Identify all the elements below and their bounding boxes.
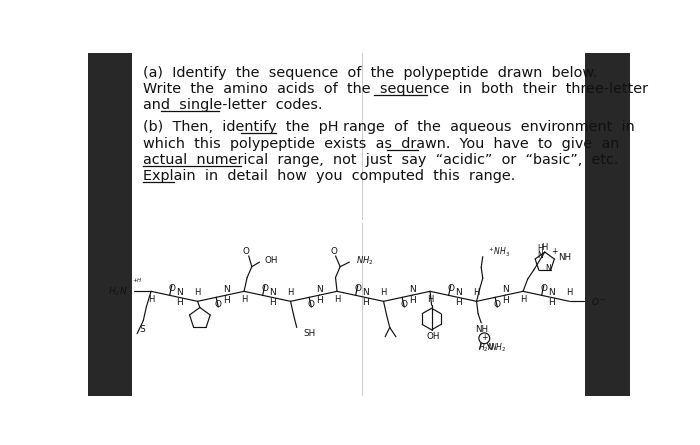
Text: H: H	[456, 299, 462, 307]
Text: H: H	[380, 288, 386, 297]
Text: H: H	[176, 299, 183, 307]
Text: O: O	[215, 299, 222, 308]
Text: which  this  polypeptide  exists  as  drawn.  You  have  to  give  an: which this polypeptide exists as drawn. …	[144, 137, 620, 150]
Text: H: H	[270, 299, 276, 307]
Text: (b)  Then,  identify  the  pH range  of  the  aqueous  environment  in: (b) Then, identify the pH range of the a…	[144, 121, 635, 134]
Text: H: H	[427, 295, 433, 304]
Text: +: +	[481, 333, 487, 342]
Text: H: H	[223, 296, 230, 305]
Text: H: H	[542, 243, 548, 252]
Text: N: N	[316, 285, 323, 294]
Text: and  single-letter  codes.: and single-letter codes.	[144, 98, 323, 112]
Text: $H_2N$: $H_2N$	[108, 285, 128, 298]
Text: H: H	[334, 295, 340, 304]
Text: N: N	[409, 285, 416, 294]
Text: H: H	[473, 288, 480, 297]
Text: N: N	[549, 287, 555, 297]
Text: H: H	[195, 288, 201, 297]
Text: N: N	[176, 287, 183, 297]
Text: N: N	[270, 287, 276, 297]
Text: NH: NH	[558, 253, 571, 262]
Text: $H_2N$: $H_2N$	[478, 341, 495, 354]
Text: N: N	[223, 285, 230, 294]
Text: O: O	[308, 299, 315, 308]
Text: O: O	[494, 299, 500, 308]
Text: OH: OH	[426, 332, 440, 341]
Text: S: S	[139, 325, 145, 334]
Text: O: O	[401, 299, 408, 308]
Text: H: H	[288, 288, 294, 297]
Text: NH: NH	[475, 324, 488, 334]
Text: H: H	[566, 288, 573, 297]
Text: H: H	[316, 296, 323, 305]
Text: O: O	[540, 284, 547, 293]
Text: $NH_2$: $NH_2$	[491, 341, 507, 354]
Text: N: N	[537, 251, 543, 259]
Text: H: H	[502, 296, 509, 305]
Text: $NH_2$: $NH_2$	[356, 254, 373, 267]
Text: OH: OH	[265, 256, 279, 265]
Text: $O^-$: $O^-$	[592, 296, 606, 307]
Text: O: O	[447, 284, 454, 293]
Text: H: H	[537, 244, 543, 253]
Text: N: N	[502, 285, 509, 294]
Text: N: N	[456, 287, 462, 297]
Bar	[585, 53, 630, 396]
Text: H: H	[520, 295, 526, 304]
Text: H: H	[409, 296, 416, 305]
Text: Explain  in  detail  how  you  computed  this  range.: Explain in detail how you computed this …	[144, 169, 515, 183]
Text: O: O	[354, 284, 361, 293]
Text: O: O	[261, 284, 268, 293]
Text: H: H	[148, 295, 154, 304]
Bar	[88, 53, 132, 396]
Text: O: O	[168, 284, 175, 293]
Text: actual  numerical  range,  not  just  say  “acidic”  or  “basic”,  etc.: actual numerical range, not just say “ac…	[144, 153, 619, 167]
Text: H: H	[549, 299, 555, 307]
Text: H: H	[363, 299, 370, 307]
Text: O: O	[330, 247, 337, 256]
Text: N: N	[363, 287, 370, 297]
Text: SH: SH	[303, 329, 315, 338]
Text: +: +	[552, 247, 558, 256]
Text: O: O	[243, 247, 250, 256]
Text: $^+NH_3$: $^+NH_3$	[487, 246, 511, 259]
Text: $^{+H}$: $^{+H}$	[132, 278, 142, 287]
Text: H: H	[241, 295, 247, 304]
Text: N: N	[546, 264, 552, 273]
Text: Write  the  amino  acids  of  the  sequence  in  both  their  three-letter: Write the amino acids of the sequence in…	[144, 82, 648, 96]
Text: (a)  Identify  the  sequence  of  the  polypeptide  drawn  below.: (a) Identify the sequence of the polypep…	[144, 66, 598, 80]
